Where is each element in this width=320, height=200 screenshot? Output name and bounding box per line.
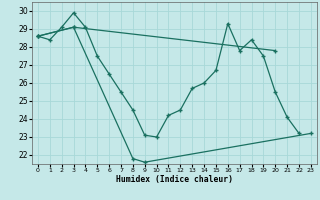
X-axis label: Humidex (Indice chaleur): Humidex (Indice chaleur) [116,175,233,184]
